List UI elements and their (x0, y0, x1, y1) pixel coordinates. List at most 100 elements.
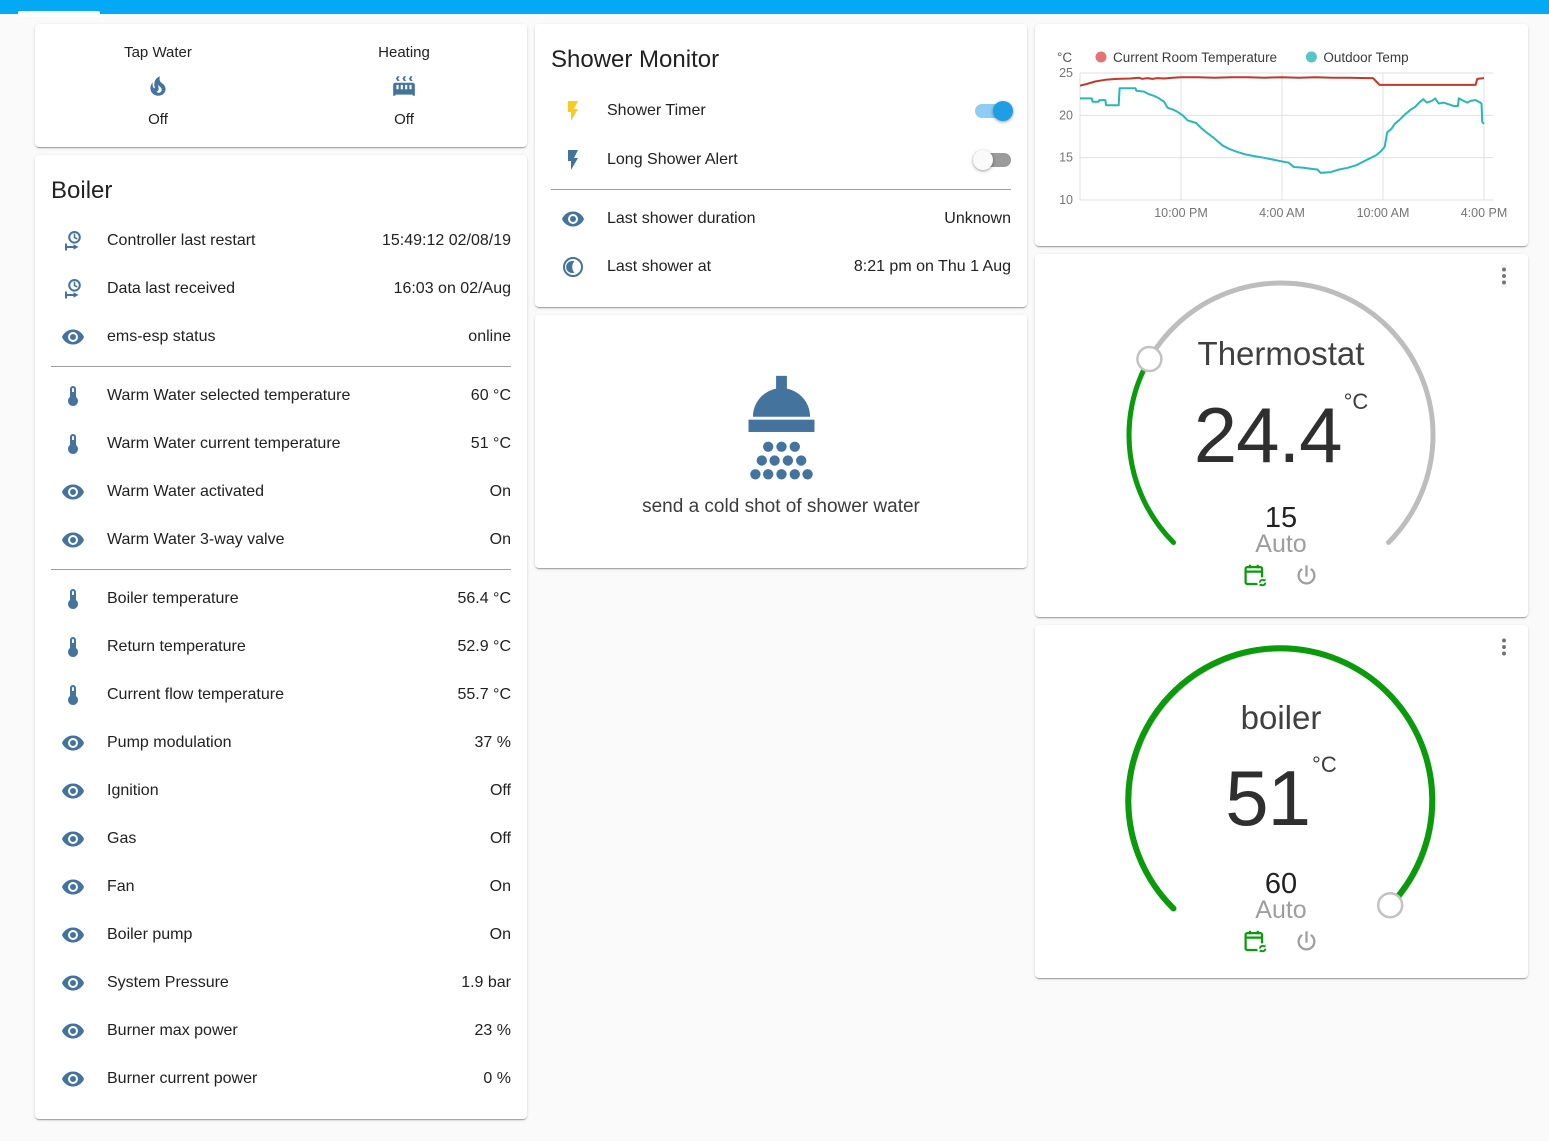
entity-label: Warm Water activated (107, 483, 265, 500)
eye-icon (61, 779, 85, 803)
entity-row[interactable]: Ignition Off (51, 767, 511, 815)
glance-state: Off (148, 110, 168, 128)
right-column: 25 20 15 10 10:00 PM 4:00 AM 10:00 AM 4:00 PM °C… (1035, 24, 1528, 978)
entity-row[interactable]: Burner current power 0 % (51, 1055, 511, 1103)
entity-row[interactable]: System Pressure 1.9 bar (51, 959, 511, 1007)
entity-label: Boiler pump (107, 926, 193, 943)
eye-icon (61, 731, 85, 755)
shower-info-rows: Last shower duration Unknown Last shower a… (551, 195, 1011, 291)
app-header-bar (0, 0, 1549, 14)
glance-item-heating[interactable]: Heating Off (281, 24, 527, 147)
dots-vertical-icon[interactable] (1492, 635, 1516, 659)
eye-icon (61, 1019, 85, 1043)
entity-row[interactable]: Burner max power 23 % (51, 1007, 511, 1055)
entity-row[interactable]: Boiler temperature 56.4 °C (51, 575, 511, 623)
dial-mode: Auto (1255, 530, 1307, 558)
entity-row[interactable]: Return temperature 52.9 °C (51, 623, 511, 671)
entity-row[interactable]: Last shower at 8:21 pm on Thu 1 Aug (551, 243, 1011, 291)
entity-value: 51 °C (470, 435, 511, 452)
entity-row[interactable]: Warm Water 3-way valve On (51, 516, 511, 564)
dial-handle[interactable] (1376, 891, 1404, 919)
eye-icon (61, 1067, 85, 1091)
entity-value: 0 % (483, 1070, 511, 1087)
card-title: Boiler (51, 177, 113, 204)
toggle-knob (973, 149, 993, 170)
toggle-label: Shower Timer (607, 101, 706, 119)
entity-label: Gas (107, 830, 137, 847)
entity-label: Ignition (107, 782, 159, 799)
eye-icon (61, 827, 85, 851)
entity-row[interactable]: ems-esp status online (51, 313, 511, 361)
thermometer-icon (61, 635, 85, 659)
entity-value: On (489, 531, 511, 548)
entity-value: 37 % (474, 734, 511, 751)
divider (551, 189, 1011, 190)
entity-label: Fan (107, 878, 135, 895)
svg-text:°C: °C (1057, 50, 1072, 65)
entity-value: 16:03 on 02/Aug (393, 280, 511, 297)
dial-fill (1125, 645, 1436, 912)
eye-icon (61, 325, 85, 349)
entity-row[interactable]: Fan On (51, 863, 511, 911)
svg-text:4:00 PM: 4:00 PM (1461, 206, 1508, 220)
entity-row[interactable]: Data last received 16:03 on 02/Aug (51, 265, 511, 313)
entity-value: Off (489, 830, 511, 847)
divider (51, 366, 511, 367)
entity-label: System Pressure (107, 974, 229, 991)
thermostat-card: Thermostat 24.4°C 15 Auto (1035, 254, 1528, 617)
entity-label: ems-esp status (107, 328, 216, 345)
entity-label: Return temperature (107, 638, 246, 655)
eye-icon (61, 480, 85, 504)
dial-handle[interactable] (1136, 345, 1163, 373)
entity-value: 56.4 °C (457, 590, 511, 607)
shower-button-card[interactable]: send a cold shot of shower water (535, 315, 1027, 568)
left-column: Tap Water Off Heating Off Boiler Controller… (35, 24, 527, 1119)
entity-label: Pump modulation (107, 734, 232, 751)
eye-icon (61, 528, 85, 552)
power-icon[interactable] (1293, 562, 1320, 589)
toggle-knob (993, 100, 1013, 121)
glance-card: Tap Water Off Heating Off (35, 24, 527, 147)
clock-start-icon (61, 229, 85, 253)
calendar-sync-icon[interactable] (1242, 928, 1269, 955)
svg-text:10:00 AM: 10:00 AM (1357, 206, 1410, 220)
svg-text:10: 10 (1059, 193, 1073, 207)
entity-row[interactable]: Pump modulation 37 % (51, 719, 511, 767)
dial-fill (1126, 356, 1176, 545)
boiler-dial-card: boiler 51°C 60 Auto (1035, 625, 1528, 978)
toggle-switch[interactable] (973, 149, 1011, 170)
svg-text:20: 20 (1059, 108, 1073, 122)
toggle-switch[interactable] (975, 100, 1013, 121)
entity-row[interactable]: Warm Water current temperature 51 °C (51, 420, 511, 468)
entity-row[interactable]: Warm Water activated On (51, 468, 511, 516)
shower-button-label: send a cold shot of shower water (642, 495, 920, 517)
glance-item-tap-water[interactable]: Tap Water Off (35, 24, 281, 147)
power-icon[interactable] (1293, 928, 1320, 955)
svg-text:4:00 AM: 4:00 AM (1259, 206, 1305, 220)
entity-row[interactable]: Warm Water selected temperature 60 °C (51, 372, 511, 420)
entity-row[interactable]: Boiler pump On (51, 911, 511, 959)
eye-icon (61, 923, 85, 947)
dial-mode: Auto (1255, 896, 1307, 924)
dial-value-number: 51 (1225, 754, 1311, 842)
entity-label: Last shower at (607, 258, 712, 275)
glance-label: Heating (378, 43, 430, 61)
entity-row[interactable]: Controller last restart 15:49:12 02/08/19 (51, 217, 511, 265)
shower-head-icon (720, 366, 842, 494)
boiler-rows: Controller last restart 15:49:12 02/08/19… (51, 217, 511, 1103)
entity-row[interactable]: Current flow temperature 55.7 °C (51, 671, 511, 719)
calendar-sync-icon[interactable] (1242, 562, 1269, 589)
boiler-dial (1125, 645, 1436, 919)
dots-vertical-icon[interactable] (1492, 264, 1516, 288)
entity-row[interactable]: Gas Off (51, 815, 511, 863)
entity-row[interactable]: Last shower duration Unknown (551, 195, 1011, 243)
entity-value: Unknown (944, 210, 1011, 227)
dial-current-value: 51°C (1035, 752, 1527, 844)
entity-value: On (489, 878, 511, 895)
entity-value: online (468, 328, 511, 345)
card-title: Shower Monitor (551, 46, 720, 73)
entity-label: Warm Water 3-way valve (107, 531, 285, 548)
dial-unit: °C (1312, 752, 1337, 777)
active-tab-indicator (18, 11, 100, 17)
entity-value: 1.9 bar (461, 974, 511, 991)
